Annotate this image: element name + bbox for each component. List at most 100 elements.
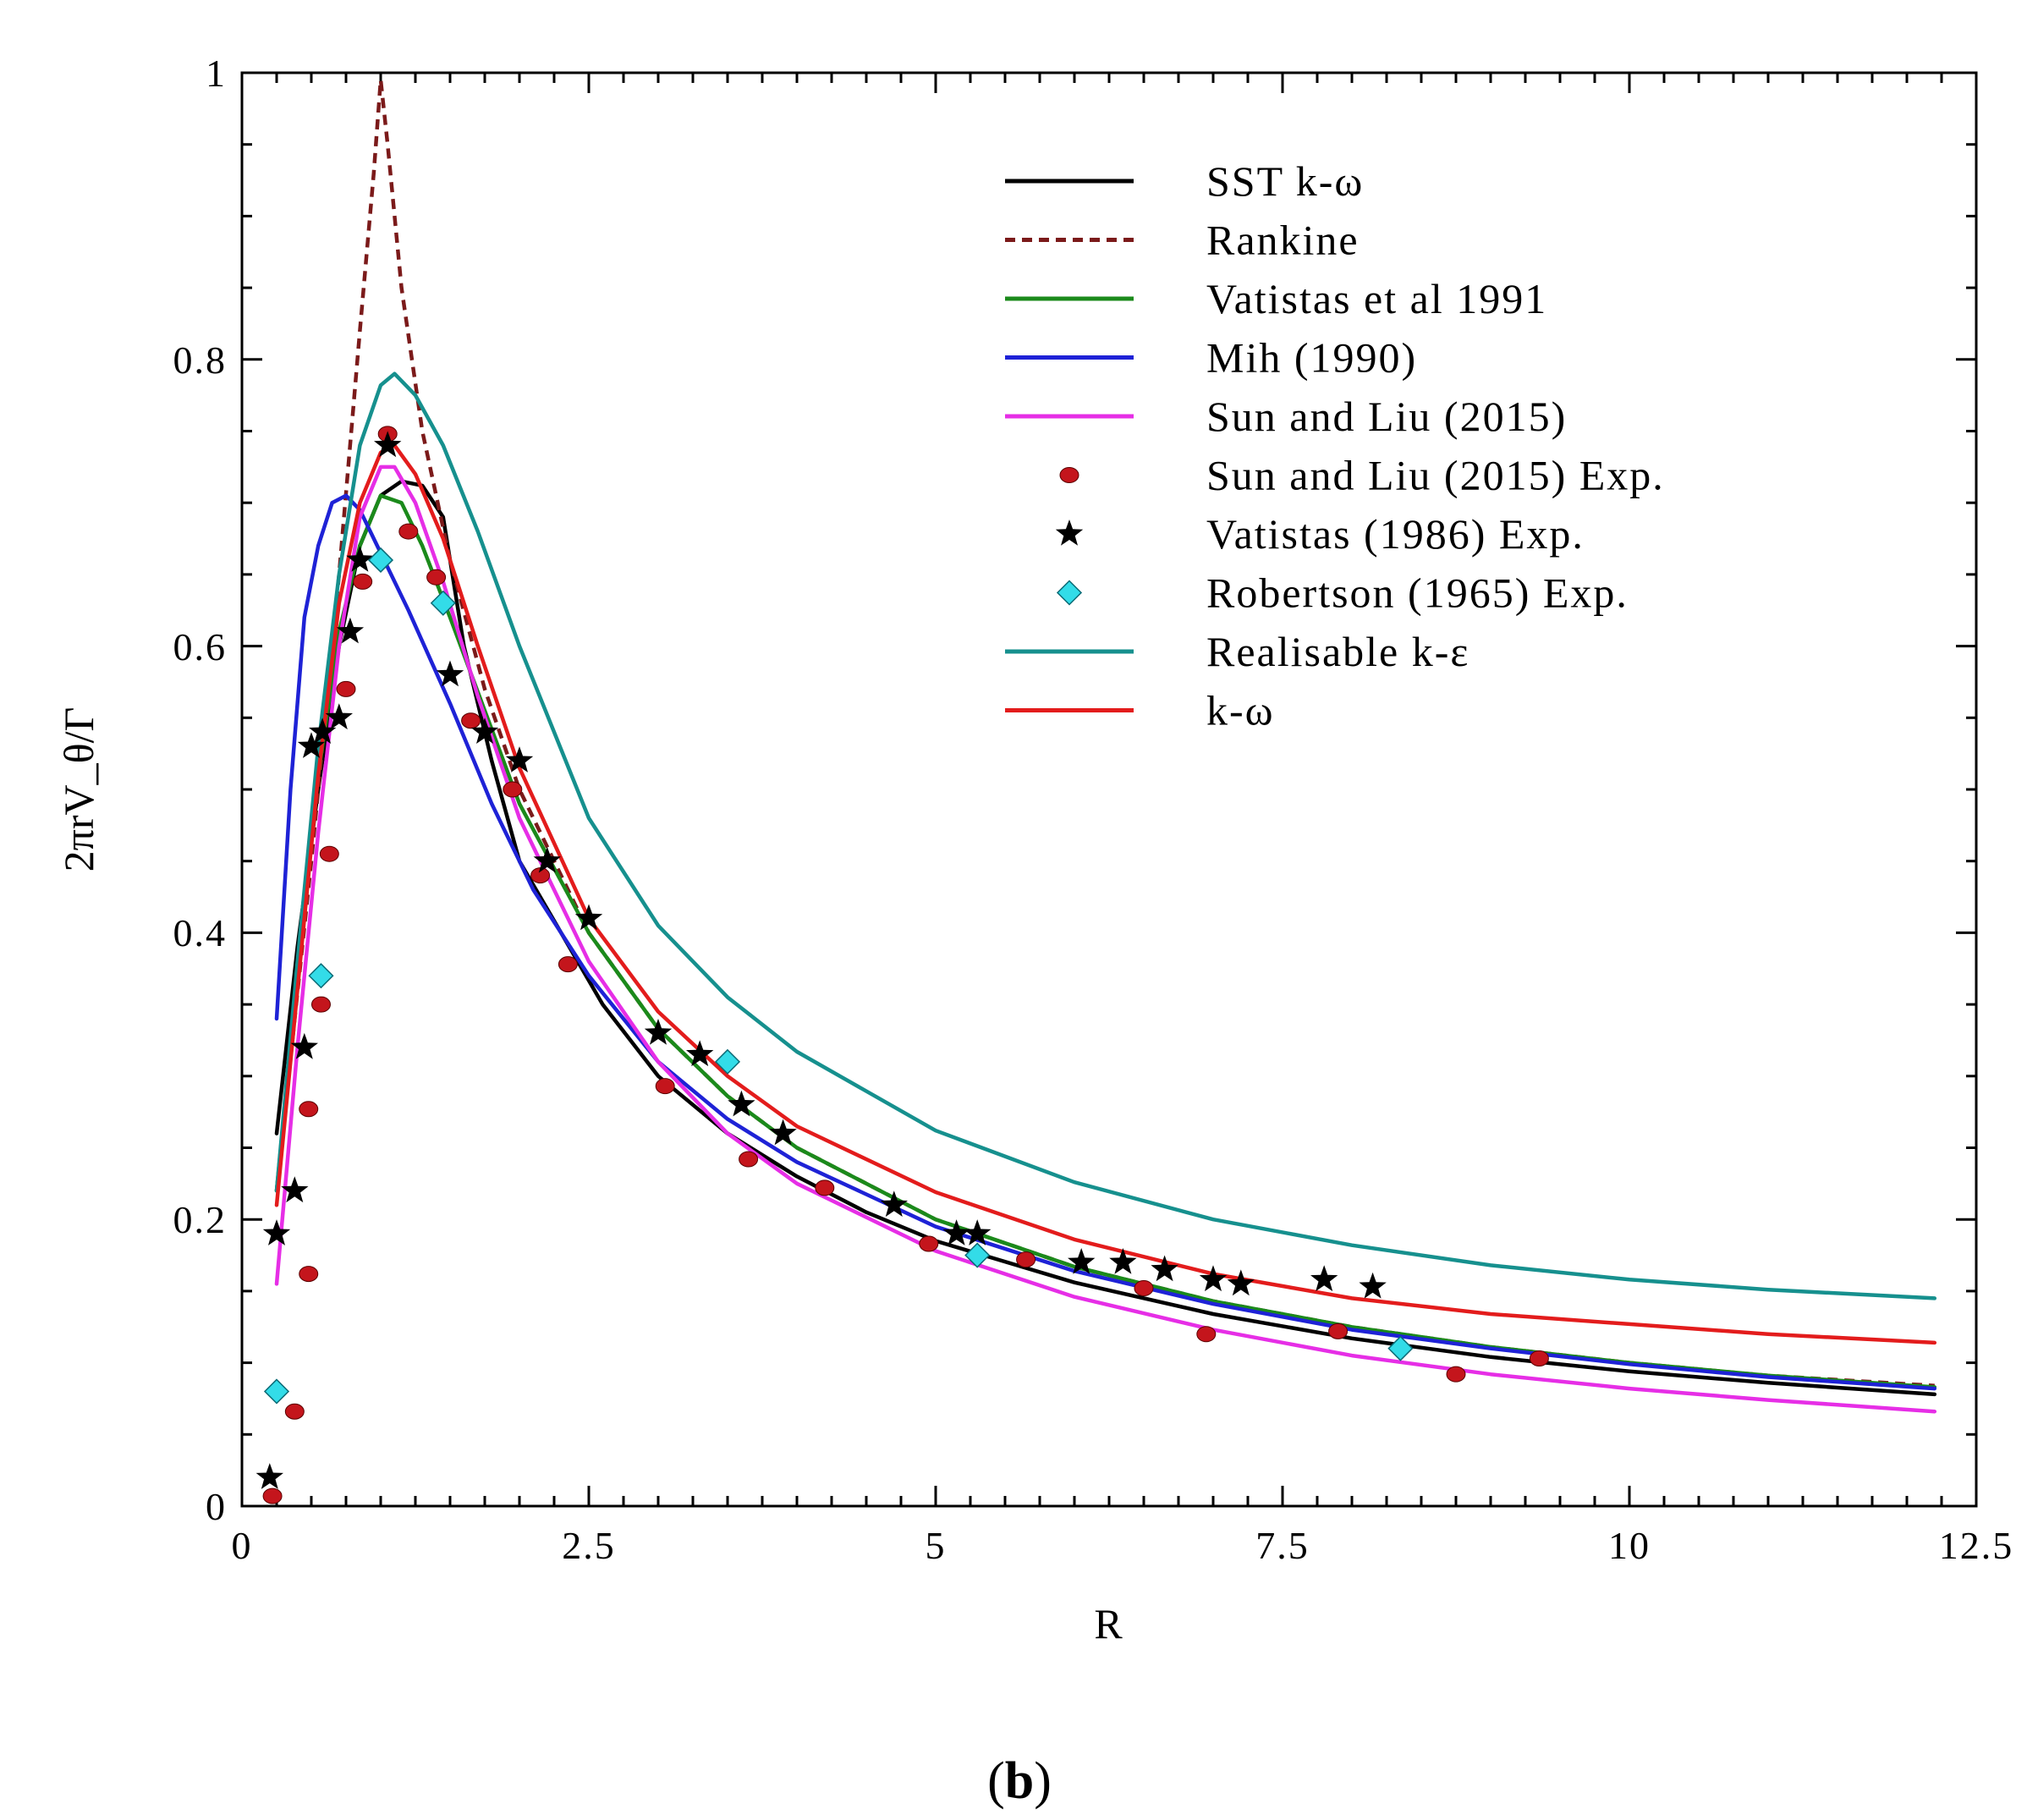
data-point (319, 845, 339, 862)
y-tick-label: 0 (206, 1485, 227, 1528)
series-line (274, 371, 1937, 1300)
data-point (346, 546, 374, 572)
data-point (964, 1242, 991, 1268)
data-point (262, 1219, 291, 1245)
data-point (644, 1019, 673, 1045)
data-point (325, 703, 353, 730)
legend-item: k-ω (1005, 687, 1275, 734)
y-tick-label: 0.6 (173, 625, 228, 668)
x-tick-label: 5 (926, 1524, 947, 1567)
data-point (436, 660, 464, 687)
series-layer (255, 78, 1937, 1504)
data-point (964, 1219, 992, 1245)
data-point (426, 569, 447, 586)
legend-label: Mih (1990) (1206, 334, 1417, 382)
legend-label: Realisable k-ε (1206, 628, 1469, 675)
data-point (1151, 1255, 1178, 1282)
data-point (336, 680, 356, 697)
data-point (308, 963, 334, 989)
figure-caption: (b) (987, 1752, 1052, 1810)
data-point (574, 904, 603, 931)
series-realisable-k (274, 371, 1937, 1300)
data-point (430, 590, 456, 616)
series-vatistas-1986-exp (255, 431, 1387, 1489)
series-line (274, 443, 1937, 1345)
data-point (1199, 1265, 1228, 1292)
legend-swatch (1055, 520, 1084, 546)
data-point (1068, 1248, 1096, 1274)
legend-item: Vatistas (1986) Exp. (1055, 510, 1585, 558)
data-point (728, 1090, 755, 1117)
data-point (374, 431, 402, 458)
x-tick-label: 10 (1608, 1524, 1651, 1567)
legend-label: Sun and Liu (2015) (1206, 393, 1567, 440)
legend-label: Vatistas (1986) Exp. (1206, 510, 1585, 558)
data-point (309, 718, 337, 744)
x-tick-labels: 0 2.5 5 7.5 10 12.5 (232, 1524, 2014, 1567)
data-point (284, 1403, 305, 1420)
data-point (461, 712, 481, 729)
legend-swatch (1056, 580, 1083, 606)
x-tick-label: 12.5 (1939, 1524, 2014, 1567)
caption-letter: b (1005, 1752, 1034, 1810)
data-point (880, 1190, 908, 1217)
data-point (398, 523, 419, 540)
data-point (1359, 1272, 1387, 1299)
data-point (714, 1048, 741, 1075)
series-line (274, 479, 1937, 1397)
data-point (255, 1463, 283, 1489)
data-point (310, 996, 331, 1013)
legend-item: Vatistas et al 1991 (1005, 275, 1547, 322)
x-tick-label: 2.5 (562, 1524, 616, 1567)
legend-item: Sun and Liu (2015) Exp. (1059, 452, 1663, 499)
data-point (558, 956, 578, 973)
legend-item: Mih (1990) (1005, 334, 1417, 382)
data-point (1134, 1280, 1154, 1297)
data-point (1529, 1350, 1549, 1367)
y-axis-label: 2πrV_θ/Γ (55, 707, 102, 872)
data-point (815, 1179, 835, 1196)
data-point (1016, 1251, 1036, 1268)
data-point (262, 1487, 283, 1504)
legend-item: Robertson (1965) Exp. (1056, 569, 1627, 617)
series-robertson-1965-exp (263, 547, 1414, 1405)
data-point (299, 1266, 319, 1283)
data-point (533, 846, 561, 873)
y-tick-label: 1 (206, 52, 227, 95)
data-point (263, 1378, 290, 1405)
data-point (1109, 1248, 1137, 1274)
series-line (274, 465, 1937, 1414)
y-tick-label: 0.4 (173, 911, 228, 954)
series-sun-and-liu-2015 (274, 465, 1937, 1414)
ticks (240, 71, 1978, 1508)
x-tick-label: 0 (232, 1524, 253, 1567)
data-point (1310, 1265, 1338, 1292)
data-point (336, 617, 365, 644)
legend-swatch (1059, 467, 1079, 483)
series-line (274, 493, 1937, 1389)
data-point (942, 1219, 970, 1245)
legend-label: SST k-ω (1206, 157, 1364, 205)
y-tick-label: 0.2 (173, 1198, 228, 1241)
data-point (686, 1040, 714, 1067)
x-axis-label: R (1094, 1600, 1123, 1647)
data-point (367, 547, 394, 574)
data-point (919, 1235, 939, 1252)
legend-item: Rankine (1005, 217, 1358, 264)
series-sun-and-liu-2015-exp (262, 426, 1549, 1504)
series-mih-1990 (274, 493, 1937, 1391)
data-point (1446, 1366, 1466, 1383)
legend-item: SST k-ω (1005, 157, 1364, 205)
legend: SST k-ω Rankine Vatistas et al 1991 Mih (19… (1005, 157, 1663, 734)
series-line (274, 493, 1937, 1391)
data-point (281, 1176, 309, 1203)
legend-label: Vatistas et al 1991 (1206, 275, 1547, 322)
legend-label: k-ω (1206, 687, 1275, 734)
data-point (299, 1101, 319, 1118)
data-point (290, 1032, 318, 1059)
data-point (470, 718, 499, 744)
data-point (505, 746, 534, 773)
series-vatistas-et-al-1991 (274, 493, 1937, 1389)
data-point (1328, 1322, 1349, 1339)
